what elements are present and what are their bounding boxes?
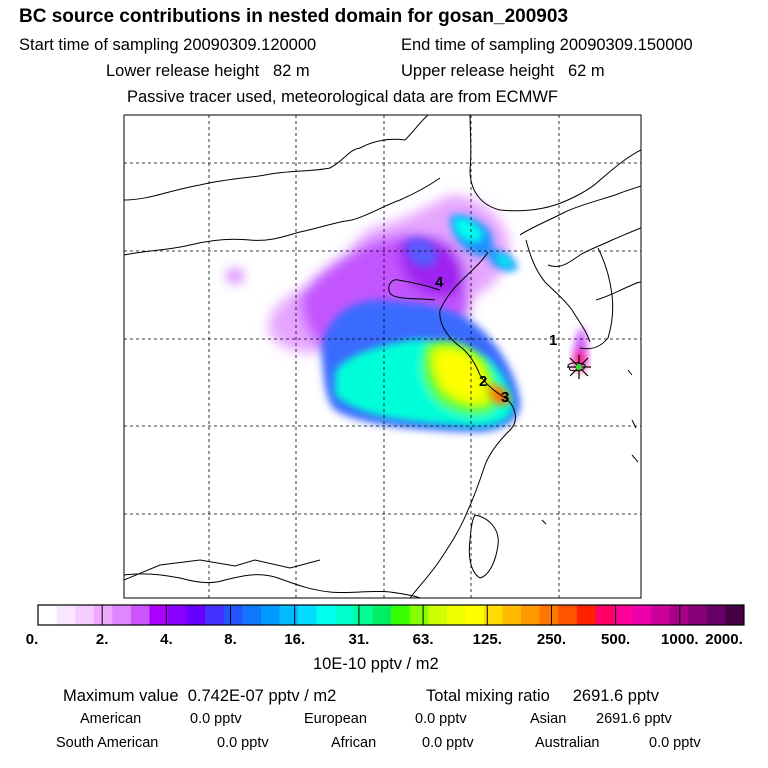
- colorbar-swatch: [595, 605, 615, 625]
- colorbar-swatch: [539, 605, 559, 625]
- colorbar-swatch: [168, 605, 188, 625]
- marker-label: 1: [549, 332, 557, 349]
- colorbar-swatch: [688, 605, 708, 625]
- african-value: 0.0 pptv: [422, 735, 474, 751]
- coastlines: [124, 115, 641, 598]
- colorbar-swatch: [706, 605, 726, 625]
- american-value: 0.0 pptv: [190, 711, 242, 727]
- colorbar-swatch: [409, 605, 429, 625]
- colorbar-swatch: [391, 605, 411, 625]
- colorbar-swatch: [353, 605, 373, 625]
- colorbar-swatch: [335, 605, 355, 625]
- colorbar-swatch: [242, 605, 262, 625]
- colorbar-frame: [37, 604, 745, 626]
- colorbar-swatch: [613, 605, 634, 625]
- colorbar-swatch: [298, 605, 318, 625]
- colorbar-swatch: [725, 605, 745, 625]
- american-label: American: [80, 711, 142, 727]
- colorbar-swatch: [483, 605, 503, 625]
- colorbar-swatch: [149, 605, 169, 625]
- colorbar-tick-label: 125.: [472, 631, 502, 648]
- asian-value: 2691.6 pptv: [596, 711, 672, 727]
- colorbar-swatch: [205, 605, 225, 625]
- asian-label: Asian: [530, 711, 567, 727]
- colorbar-swatch: [316, 605, 336, 625]
- colorbar-swatch: [651, 605, 671, 625]
- lat-lon-grid: [124, 115, 641, 598]
- colorbar-swatch: [112, 605, 132, 625]
- colorbar-tick-label: 31.: [348, 631, 370, 648]
- marker-label: 3: [501, 389, 509, 406]
- colorbar-swatch: [465, 605, 485, 625]
- colorbar-tick-label: 4.: [160, 631, 173, 648]
- end-time: End time of sampling 20090309.150000: [401, 36, 693, 54]
- colorbar-swatch: [428, 605, 448, 625]
- max-value: Maximum value 0.742E-07 pptv / m2: [63, 687, 337, 705]
- colorbar-swatch: [56, 605, 76, 625]
- colorbar-tick-label: 250.: [536, 631, 567, 648]
- colorbar-swatch: [223, 605, 243, 625]
- european-label: European: [304, 711, 367, 727]
- colorbar-swatch: [446, 605, 466, 625]
- colorbar-swatch: [38, 605, 58, 625]
- colorbar-swatch: [521, 605, 541, 625]
- african-label: African: [331, 735, 377, 751]
- colorbar-swatch: [260, 605, 281, 625]
- star-icon: [567, 355, 591, 379]
- colorbar: [37, 604, 745, 626]
- colorbar-swatch: [669, 605, 689, 625]
- colorbar-tick-label: 1000.: [661, 631, 699, 648]
- marker-label: 2: [479, 373, 487, 390]
- colorbar-swatch: [632, 605, 652, 625]
- colorbar-swatch: [130, 605, 150, 625]
- south-american-label: South American: [56, 735, 159, 751]
- start-time: Start time of sampling 20090309.120000: [19, 36, 317, 54]
- colorbar-tick-label: 8.: [224, 631, 237, 648]
- concentration-field: [228, 195, 588, 432]
- colorbar-swatch: [75, 605, 95, 625]
- colorbar-swatch: [372, 605, 392, 625]
- colorbar-swatch: [93, 605, 113, 625]
- upper-release-height: Upper release height 62 m: [401, 62, 605, 80]
- colorbar-swatch: [279, 605, 299, 625]
- total-mixing-ratio: Total mixing ratio 2691.6 pptv: [426, 687, 659, 705]
- colorbar-tick-label: 16.: [284, 631, 306, 648]
- colorbar-unit: 10E-10 pptv / m2: [313, 655, 439, 673]
- tracer-note: Passive tracer used, meteorological data…: [127, 88, 558, 106]
- colorbar-swatch: [558, 605, 578, 625]
- australian-label: Australian: [535, 735, 600, 751]
- colorbar-tick-label: 500.: [601, 631, 631, 648]
- colorbar-tick-label: 2000.: [705, 631, 743, 648]
- european-value: 0.0 pptv: [415, 711, 467, 727]
- colorbar-tick-label: 0.: [25, 631, 39, 648]
- colorbar-swatch: [186, 605, 206, 625]
- colorbar-tick-label: 2.: [95, 631, 109, 648]
- colorbar-swatch: [576, 605, 596, 625]
- colorbar-swatch: [502, 605, 522, 625]
- lower-release-height: Lower release height 82 m: [106, 62, 310, 80]
- map-title: BC source contributions in nested domain…: [19, 6, 569, 27]
- south-american-value: 0.0 pptv: [217, 735, 269, 751]
- australian-value: 0.0 pptv: [649, 735, 701, 751]
- marker-label: 4: [435, 274, 444, 291]
- colorbar-tick-label: 63.: [412, 631, 434, 648]
- map-frame: [123, 114, 642, 599]
